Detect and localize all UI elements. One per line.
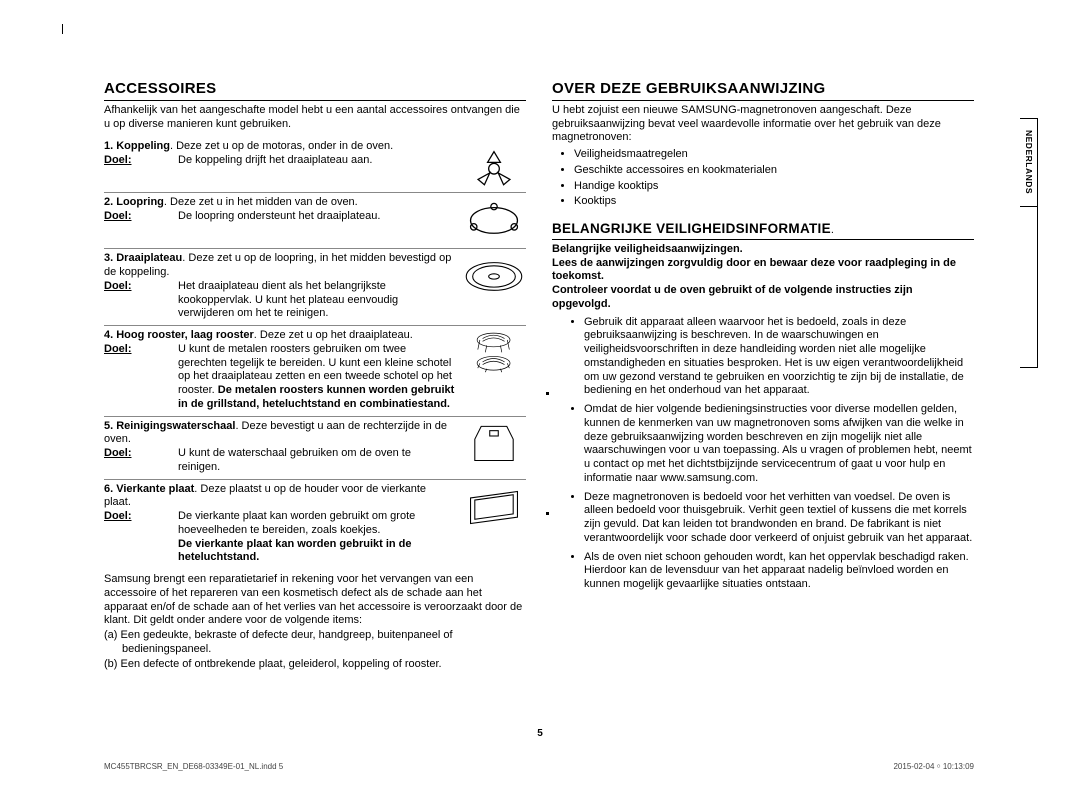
letter-b: (b) Een defecte of ontbrekende plaat, ge… bbox=[104, 658, 526, 672]
acc-item-6: 6. Vierkante plaat. Deze plaatst u op de… bbox=[104, 480, 526, 570]
footer-filename: MC455TBRCSR_EN_DE68-03349E-01_NL.indd 5 bbox=[104, 762, 283, 772]
repair-note: Samsung brengt een reparatietarief in re… bbox=[104, 573, 526, 628]
square-plate-icon bbox=[462, 483, 526, 531]
language-label: NEDERLANDS bbox=[1023, 130, 1034, 194]
about-heading: OVER DEZE GEBRUIKSAANWIJZING bbox=[552, 80, 974, 101]
water-tray-icon bbox=[462, 420, 526, 468]
left-column: ACCESSOIRES Afhankelijk van het aangesch… bbox=[104, 80, 526, 720]
safety-heading: BELANGRIJKE VEILIGHEIDSINFORMATIE. bbox=[552, 221, 974, 240]
about-intro: U hebt zojuist een nieuwe SAMSUNG-magnet… bbox=[552, 104, 974, 145]
letter-a: (a) Een gedeukte, bekraste of defecte de… bbox=[104, 629, 526, 657]
acc-item-4: 4. Hoog rooster, laag rooster. Deze zet … bbox=[104, 326, 526, 417]
language-tab: NEDERLANDS bbox=[1020, 118, 1038, 368]
safety-bullets: Gebruik dit apparaat alleen waarvoor het… bbox=[552, 316, 974, 592]
accessories-intro: Afhankelijk van het aangeschafte model h… bbox=[104, 104, 526, 132]
about-bullets: Veiligheidsmaatregelen Geschikte accesso… bbox=[552, 148, 974, 209]
safety-bold-1: Belangrijke veiligheidsaanwijzingen. bbox=[552, 243, 974, 257]
footer-timestamp: 2015-02-04 ￮ 10:13:09 bbox=[893, 762, 974, 772]
roller-ring-icon bbox=[462, 196, 526, 244]
acc-item-1: 1. Koppeling. Deze zet u op de motoras, … bbox=[104, 137, 526, 193]
accessories-heading: ACCESSOIRES bbox=[104, 80, 526, 101]
acc-item-2: 2. Loopring. Deze zet u in het midden va… bbox=[104, 193, 526, 249]
acc-item-5: 5. Reinigingswaterschaal. Deze bevestigt… bbox=[104, 417, 526, 480]
safety-bold-2: Lees de aanwijzingen zorgvuldig door en … bbox=[552, 257, 974, 285]
print-footer: MC455TBRCSR_EN_DE68-03349E-01_NL.indd 5 … bbox=[104, 762, 974, 772]
safety-bold-3: Controleer voordat u de oven gebruikt of… bbox=[552, 284, 974, 312]
right-column: OVER DEZE GEBRUIKSAANWIJZING U hebt zoju… bbox=[552, 80, 974, 720]
page-content: ACCESSOIRES Afhankelijk van het aangesch… bbox=[104, 80, 974, 720]
acc-item-3: 3. Draaiplateau. Deze zet u op de loopri… bbox=[104, 249, 526, 326]
turntable-icon bbox=[462, 252, 526, 300]
racks-icon bbox=[462, 329, 526, 377]
page-number: 5 bbox=[0, 728, 1080, 741]
coupling-icon bbox=[462, 140, 526, 188]
